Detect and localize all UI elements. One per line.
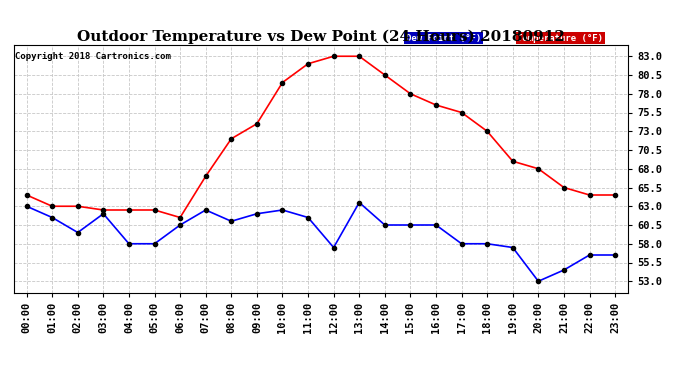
Text: Copyright 2018 Cartronics.com: Copyright 2018 Cartronics.com xyxy=(15,53,171,62)
Text: Temperature (°F): Temperature (°F) xyxy=(518,33,603,42)
Title: Outdoor Temperature vs Dew Point (24 Hours) 20180912: Outdoor Temperature vs Dew Point (24 Hou… xyxy=(77,30,565,44)
Text: Dew Point (°F): Dew Point (°F) xyxy=(406,33,481,42)
